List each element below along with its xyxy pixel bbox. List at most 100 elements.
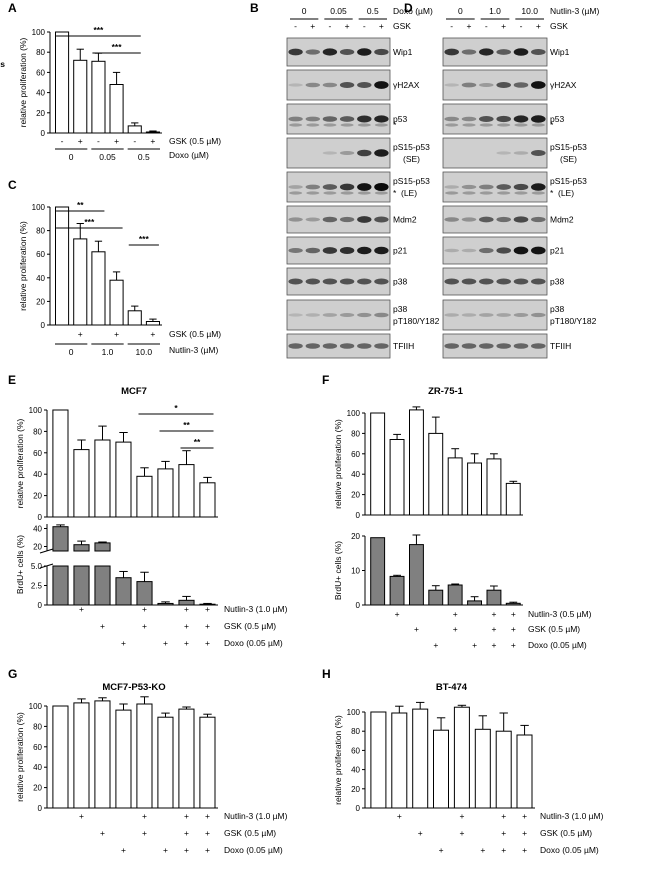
blot-b-row-2-label: γH2AX	[393, 80, 420, 90]
blot-d: D 0 1.0 10.0 Nutlin-3 (µM) - + - + - + GSK Wip1 γH2AX…	[404, 1, 599, 359]
blot-d-row-6-membrane	[442, 205, 548, 234]
panel-g-mark: +	[79, 811, 84, 821]
blot-d-row-6-band-4	[496, 216, 512, 223]
blot-b-row-6-band-1	[288, 217, 303, 222]
blot-b-row-5-band-3	[322, 184, 338, 190]
panel-h-mark: +	[522, 845, 527, 855]
blot-d-row-4-band-5	[513, 151, 529, 155]
panel-e-mark: +	[205, 621, 210, 631]
blot-b-row-2-band-1	[288, 83, 303, 87]
panel-e-sig-label-2: **	[183, 420, 190, 430]
panel-g-mark: +	[205, 811, 210, 821]
panel-h-bar-1	[370, 711, 387, 809]
blot-d-row-7-band-6	[531, 246, 546, 255]
blot-b-gsk-mark: +	[345, 21, 350, 31]
panel-c-bar-4	[109, 279, 124, 326]
blot-d-row-3-band-6	[531, 115, 546, 123]
blot-b-row-5-sublabel: (LE)	[401, 188, 417, 198]
panel-g-yaxis-tick-label: 100	[29, 702, 43, 711]
blot-b-row-5-nonspecific-band-5	[357, 191, 371, 195]
blot-b-gsk-mark: -	[294, 21, 297, 31]
blot-b-row-1-membrane	[286, 37, 391, 67]
panel-g: G MCF7-P53-KO 0 20 40 60 80 100 relative prolife…	[8, 667, 288, 855]
panel-c-yaxis-tick-label: 20	[36, 297, 45, 306]
blot-b-row-4-band-3	[322, 151, 338, 155]
blot-d-row-5-star: *	[550, 188, 554, 198]
panel-a-sig-label-2: ***	[112, 42, 123, 52]
blot-d-dose-label: 1.0	[489, 6, 501, 16]
blot-d-row-6-band-2	[461, 217, 477, 222]
blot-b-row-6-label: Mdm2	[393, 215, 417, 225]
blot-b-row-3-star: *	[393, 120, 397, 130]
panel-f-bar-1	[370, 412, 386, 516]
blot-b-row-9-band-2	[305, 313, 320, 317]
panel-a-bar-6	[145, 131, 160, 134]
blot-b-row-1-band-1	[288, 48, 303, 56]
panel-g-bar-8	[199, 716, 216, 809]
blot-b-row-8-band-2	[305, 278, 320, 285]
panel-f-brdu-yaxis-tick-label: 20	[351, 532, 360, 541]
panel-g-mark: +	[205, 828, 210, 838]
blot-b-row-3-band-6	[374, 115, 389, 123]
blot-b-row-2-band-3	[322, 82, 338, 88]
blot-d-row-3-membrane	[442, 103, 548, 135]
panel-e-brdu-tick-label: 2.5	[31, 582, 43, 591]
panel-f-mark: +	[511, 624, 516, 634]
panel-e-brdu-bar-3-upper	[94, 542, 111, 552]
panel-g-yaxis-tick-label: 40	[33, 763, 42, 772]
panel-e-sig-label-1: *	[174, 403, 178, 413]
blot-d-row-3-nonspecific-band-6	[531, 123, 545, 127]
blot-d-row-10-band-5	[513, 343, 529, 349]
blot-b-row-3-band-1	[288, 116, 303, 122]
panel-c-bar-1	[55, 206, 70, 326]
blot-b-row-3-nonspecific-band-2	[306, 123, 320, 127]
blot-d-row-1-band-1	[444, 48, 460, 56]
panel-g-bar-6	[157, 716, 174, 809]
panel-f-bar-3	[409, 409, 424, 516]
blot-b-row-7-band-6	[374, 246, 389, 255]
blot-b-row-1-band-4	[339, 49, 355, 55]
panel-h-bar-2	[391, 712, 408, 809]
panel-g-bar-4	[115, 709, 132, 809]
blot-b-row-5-nonspecific-band-6	[374, 191, 388, 195]
panel-g-condition-label-1: Nutlin-3 (1.0 µM)	[224, 811, 288, 821]
panel-a-yaxis-tick-label: 40	[36, 89, 45, 98]
blot-d-row-3-band-4	[496, 115, 512, 123]
blot-b-row-3-label: p53	[393, 114, 407, 124]
blot-d-row-2-band-3	[479, 83, 494, 87]
blot-d-gsk-mark: +	[536, 21, 541, 31]
blot-b-row-7-band-5	[357, 246, 372, 255]
blot-b-row-2-band-2	[305, 82, 320, 88]
panel-h-letter: H	[322, 667, 331, 681]
blot-b-row-10-band-4	[339, 343, 355, 349]
panel-a-yaxis-tick-label: 100	[32, 28, 46, 37]
panel-h-mark: +	[501, 828, 506, 838]
blot-b-row-9-sublabel: pT180/Y182	[393, 316, 440, 326]
panel-h-mark: +	[397, 811, 402, 821]
blot-b-dose-label: 0	[302, 6, 307, 16]
blot-b-row-10-band-1	[288, 343, 303, 349]
panel-c-bar-6	[145, 321, 160, 326]
panel-f-brdu-bar-2	[389, 575, 405, 606]
panel-g-yaxis-tick-label: 60	[33, 743, 42, 752]
panel-a-mark: -	[97, 136, 100, 146]
panel-f-mark: +	[472, 640, 477, 650]
blot-d-row-6-band-5	[513, 216, 529, 223]
panel-a-ylabel: relative proliferation (%)	[18, 37, 28, 127]
blot-b-row-5-nonspecific-band-3	[323, 191, 337, 195]
panel-a: A 0 20 40 60 80 100 relative proliferation (%) *…	[0, 1, 221, 162]
blot-b-row-10-label: TFIIH	[393, 341, 414, 351]
panel-c-letter: C	[8, 178, 17, 192]
panel-e-bar-7	[178, 464, 195, 518]
panel-h-bar-8	[516, 734, 533, 809]
panel-g-bar-5	[136, 703, 153, 809]
blot-d-row-9-sublabel: pT180/Y182	[550, 316, 597, 326]
panel-a-mark: -	[133, 136, 136, 146]
blot-d-row-2-band-1	[444, 83, 460, 87]
panel-g-mark: +	[184, 828, 189, 838]
blot-d-row-5-nonspecific-band-2	[462, 191, 476, 195]
panel-e-bar-6	[157, 468, 174, 518]
panel-h-ylabel: relative proliferation (%)	[333, 715, 343, 805]
blot-d-row-9-band-6	[531, 312, 546, 318]
